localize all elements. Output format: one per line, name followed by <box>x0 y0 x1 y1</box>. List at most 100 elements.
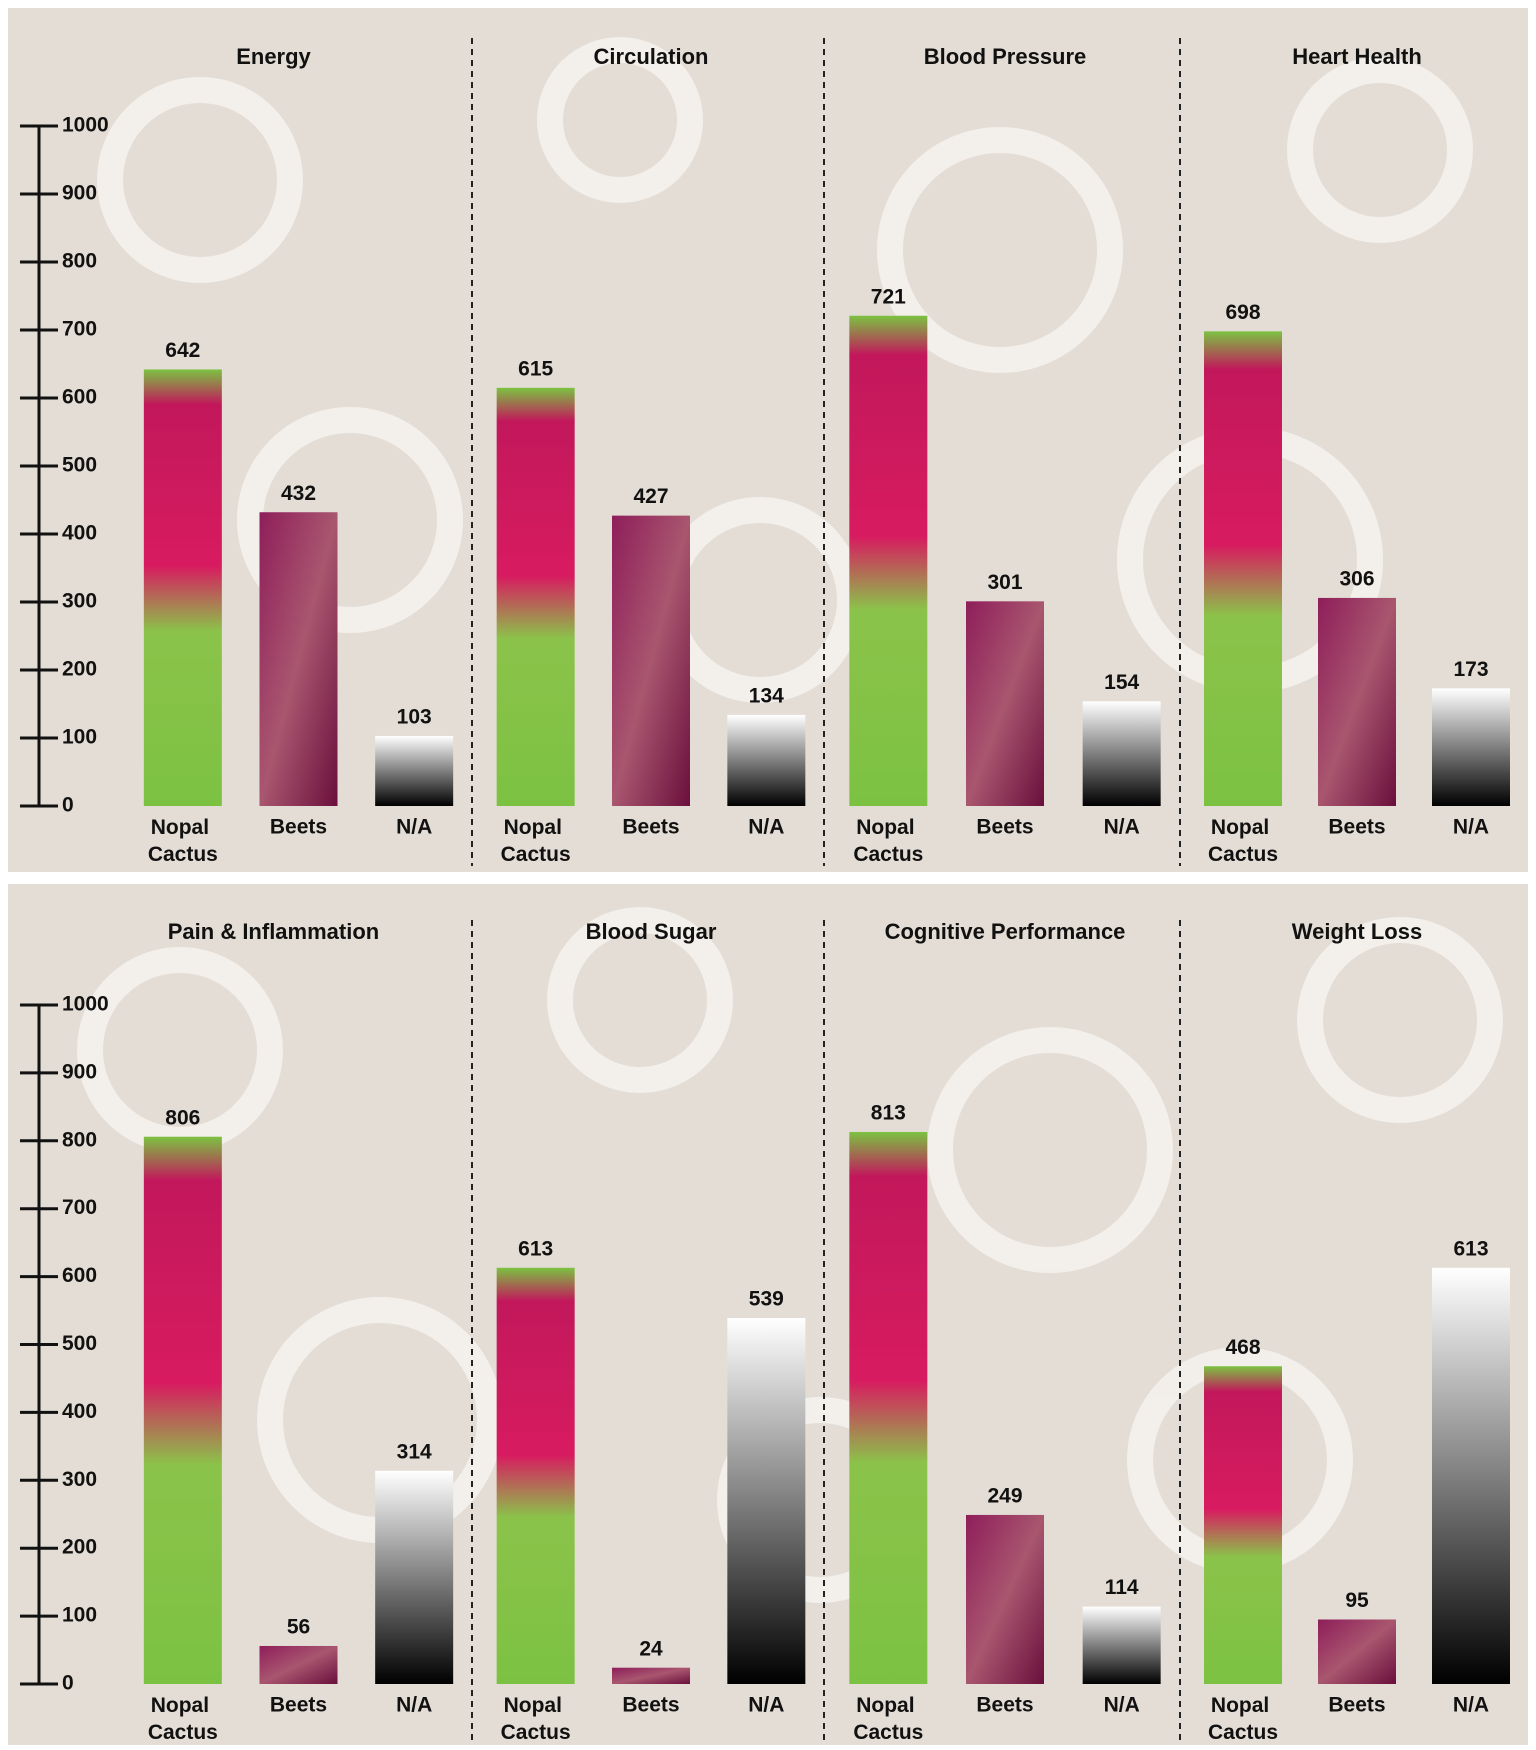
y-tick-label: 200 <box>62 658 97 681</box>
value-label: 613 <box>518 1237 553 1260</box>
value-label: 806 <box>165 1106 200 1129</box>
x-tick-label: N/A <box>1104 1694 1140 1717</box>
bar <box>727 1318 806 1684</box>
x-tick-label: Nopal Cactus <box>853 816 923 866</box>
x-tick-label: Nopal Cactus <box>1208 1694 1278 1744</box>
x-tick-label: Beets <box>976 816 1033 839</box>
value-label: 615 <box>518 357 553 380</box>
value-label: 539 <box>749 1288 784 1311</box>
x-tick-label: Nopal Cactus <box>501 816 571 866</box>
bar <box>1432 1267 1510 1684</box>
x-tick-label: Beets <box>1328 1694 1385 1717</box>
x-tick-label: N/A <box>748 816 784 839</box>
bar <box>143 369 222 806</box>
x-tick-label: N/A <box>396 1694 432 1717</box>
panel-title: Heart Health <box>1292 44 1422 69</box>
x-tick-label: N/A <box>396 816 432 839</box>
bar <box>966 1514 1044 1684</box>
bar <box>1082 1606 1161 1684</box>
y-tick-label: 100 <box>62 726 97 749</box>
x-tick-label: Beets <box>270 816 327 839</box>
bar <box>375 1470 454 1684</box>
y-tick-label: 0 <box>62 794 74 817</box>
bar <box>849 1131 928 1684</box>
panel-title: Weight Loss <box>1292 919 1422 944</box>
y-tick-label: 900 <box>62 182 97 205</box>
y-tick-label: 200 <box>62 1536 97 1559</box>
bar <box>1318 1619 1396 1684</box>
value-label: 468 <box>1225 1336 1260 1359</box>
y-tick-label: 900 <box>62 1060 97 1083</box>
x-tick-label: Beets <box>976 1694 1033 1717</box>
bar <box>727 714 806 806</box>
y-tick-label: 1000 <box>62 993 109 1016</box>
value-label: 56 <box>287 1616 310 1639</box>
value-label: 613 <box>1453 1237 1488 1260</box>
x-tick-label: Nopal Cactus <box>1208 816 1278 866</box>
x-tick-label: N/A <box>748 1694 784 1717</box>
y-tick-label: 500 <box>62 1332 97 1355</box>
value-label: 249 <box>987 1484 1022 1507</box>
value-label: 314 <box>397 1440 432 1463</box>
bar <box>849 315 928 806</box>
x-tick-label: Beets <box>622 1694 679 1717</box>
value-label: 698 <box>1225 301 1260 324</box>
value-label: 114 <box>1105 1576 1139 1599</box>
y-tick-label: 600 <box>62 1264 97 1287</box>
x-tick-label: N/A <box>1453 816 1489 839</box>
x-tick-label: Nopal Cactus <box>853 1694 923 1744</box>
value-label: 306 <box>1339 567 1374 590</box>
y-tick-label: 500 <box>62 454 97 477</box>
bar <box>259 512 338 806</box>
x-tick-label: Beets <box>622 816 679 839</box>
value-label: 173 <box>1453 658 1488 681</box>
y-tick-label: 0 <box>62 1672 74 1695</box>
value-label: 642 <box>165 339 200 362</box>
bar <box>1204 1366 1282 1684</box>
bar <box>1204 331 1282 806</box>
value-label: 24 <box>639 1637 663 1660</box>
y-tick-label: 400 <box>62 522 97 545</box>
panel-title: Energy <box>236 44 311 69</box>
y-tick-label: 400 <box>62 1400 97 1423</box>
value-label: 134 <box>749 684 784 707</box>
x-tick-label: Nopal Cactus <box>501 1694 571 1744</box>
x-tick-label: Nopal Cactus <box>148 1694 218 1744</box>
value-label: 813 <box>871 1102 906 1125</box>
bar <box>143 1136 222 1684</box>
bar <box>612 515 690 806</box>
bar <box>1432 688 1510 806</box>
x-tick-label: N/A <box>1104 816 1140 839</box>
value-label: 154 <box>1104 671 1139 694</box>
x-tick-label: Nopal Cactus <box>148 816 218 866</box>
x-tick-label: Beets <box>270 1694 327 1717</box>
y-tick-label: 800 <box>62 1128 97 1151</box>
y-tick-label: 800 <box>62 250 97 273</box>
bar <box>1082 701 1161 806</box>
bar <box>612 1667 690 1684</box>
y-tick-label: 600 <box>62 386 97 409</box>
bar <box>966 601 1044 806</box>
bar <box>496 387 575 806</box>
value-label: 95 <box>1345 1589 1369 1612</box>
y-tick-label: 700 <box>62 1196 97 1219</box>
y-tick-label: 700 <box>62 318 97 341</box>
panel-title: Blood Pressure <box>924 44 1087 69</box>
value-label: 427 <box>633 485 668 508</box>
bar <box>496 1267 575 1684</box>
panel-title: Cognitive Performance <box>885 919 1126 944</box>
panel-title: Blood Sugar <box>586 919 717 944</box>
y-tick-label: 300 <box>62 1468 97 1491</box>
y-tick-label: 1000 <box>62 114 109 137</box>
value-label: 301 <box>987 571 1022 594</box>
bar <box>375 735 454 806</box>
y-tick-label: 300 <box>62 590 97 613</box>
swirl-decoration <box>77 37 1503 1603</box>
y-tick-label: 100 <box>62 1604 97 1627</box>
bar <box>259 1645 338 1684</box>
x-tick-label: Beets <box>1328 816 1385 839</box>
value-label: 432 <box>281 482 316 505</box>
panel-title: Pain & Inflammation <box>168 919 379 944</box>
panel-title: Circulation <box>594 44 709 69</box>
